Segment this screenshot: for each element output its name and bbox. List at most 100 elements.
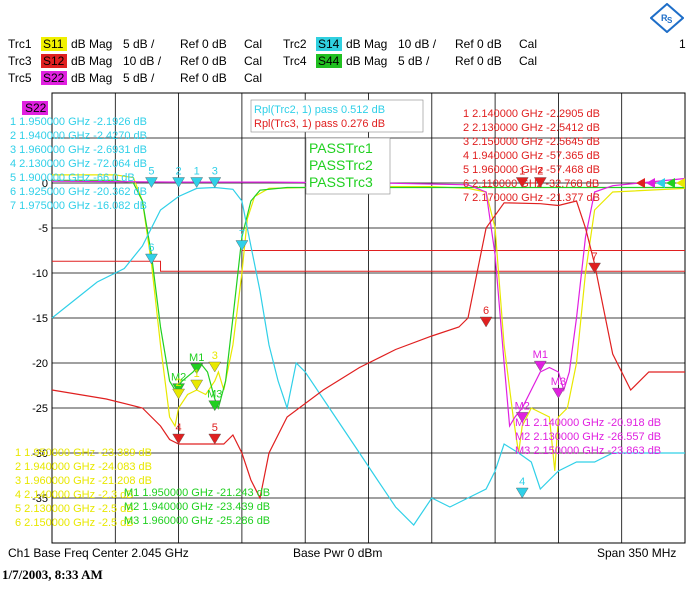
svg-text:S: S — [667, 16, 673, 25]
marker-label: 6 — [483, 305, 489, 317]
trace-name-trc5: Trc5 — [8, 71, 32, 85]
marker-triangle — [588, 262, 601, 274]
pass-box — [305, 137, 391, 195]
marker-triangle — [515, 177, 529, 188]
marker-triangle — [208, 361, 222, 373]
marker-table-row: 7 2.170000 GHz -21.377 dB — [463, 192, 600, 204]
y-tick-label: -20 — [32, 358, 48, 370]
marker-triangle — [145, 253, 158, 265]
marker-table-row: 1 1.950000 GHz -2.1926 dB — [10, 116, 147, 128]
trace-name-trc4: Trc4 — [283, 54, 307, 68]
marker-label: 1 — [194, 368, 200, 380]
y-tick-label: -10 — [32, 268, 48, 280]
marker-triangle — [145, 177, 158, 188]
y-tick-label: -15 — [32, 313, 48, 325]
y-tick-label: -35 — [32, 493, 48, 505]
marker-table-row: 5 2.130000 GHz -2.5 dB — [15, 503, 134, 515]
trace-scale: 5 dB / — [123, 37, 155, 51]
ref-level-arrow — [656, 178, 665, 188]
trace-format: dB Mag — [71, 37, 112, 51]
status-footer: Ch1 Base Freq Center 2.045 GHz Base Pwr … — [8, 546, 676, 560]
active-trace-badge — [22, 101, 48, 115]
marker-label: 2 — [176, 166, 182, 178]
marker-label: 5 — [148, 166, 154, 178]
ripple-box — [250, 99, 424, 133]
trace-ref: Ref 0 dB — [180, 71, 227, 85]
marker-label: 6 — [148, 242, 154, 254]
trace-format: dB Mag — [71, 71, 112, 85]
marker-triangle — [533, 177, 547, 188]
trace-format: dB Mag — [71, 54, 112, 68]
marker-table-row: 2 1.940000 GHz -24.083 dB — [15, 461, 152, 473]
channel-number: 1 — [679, 37, 686, 51]
marker-table-row: M1 2.140000 GHz -20.918 dB — [515, 417, 661, 429]
trace-param-s22: S22 — [43, 71, 65, 85]
marker-label: M3 — [207, 389, 222, 401]
trace-scale: 10 dB / — [123, 54, 162, 68]
limit-line — [52, 260, 685, 272]
trace-param-s12: S12 — [43, 54, 65, 68]
y-tick-label: -30 — [32, 448, 48, 460]
trace-format: dB Mag — [346, 37, 387, 51]
marker-triangle — [479, 316, 493, 328]
marker-triangle — [515, 412, 529, 423]
marker-table-row: 1 2.140000 GHz -2.2905 dB — [463, 108, 600, 120]
series-line-s22 — [51, 177, 686, 428]
svg-text:R: R — [661, 13, 668, 23]
marker-table-row: 1 1.950000 GHz -23.389 dB — [15, 447, 152, 459]
series-line-s12 — [51, 200, 685, 500]
marker-table-row: 5 1.960000 GHz -57.468 dB — [463, 164, 600, 176]
marker-triangle — [172, 433, 185, 445]
marker-table-row: 5 1.900000 GHz -66.0 dB — [10, 172, 135, 184]
trace-ref: Ref 0 dB — [180, 54, 227, 68]
marker-table-row: 4 1.940000 GHz -57.365 dB — [463, 150, 600, 162]
rohde-schwarz-logo: R S — [650, 3, 684, 33]
marker-label: 4 — [176, 422, 182, 434]
trace-ref: Ref 0 dB — [455, 54, 502, 68]
trace-cal: Cal — [519, 54, 537, 68]
footer-power-info: Base Pwr 0 dBm — [293, 546, 382, 560]
ref-level-arrow — [666, 178, 675, 188]
marker-label: M2 — [171, 372, 186, 384]
ripple-result: Rpl(Trc2, 1) pass 0.512 dB — [254, 104, 385, 116]
marker-label: 5 — [212, 422, 218, 434]
y-tick-label: -5 — [38, 223, 48, 235]
active-trace-label: S22 — [25, 101, 47, 115]
marker-triangle — [172, 383, 185, 394]
marker-triangle — [190, 379, 204, 391]
marker-table-row: 3 2.150000 GHz -2.5645 dB — [463, 136, 600, 148]
trace-name-trc1: Trc1 — [8, 37, 32, 51]
trace-param-badge — [316, 37, 342, 51]
trace-param-badge — [41, 71, 67, 85]
marker-triangle — [208, 433, 222, 445]
active-trace-indicator: S22 — [22, 101, 48, 115]
timestamp: 1/7/2003, 8:33 AM — [2, 567, 103, 582]
trace-param-s14: S14 — [318, 37, 340, 51]
marker-label: 4 — [519, 476, 525, 488]
trace-scale: 5 dB / — [398, 54, 430, 68]
marker-table-row: 2 1.940000 GHz -2.4270 dB — [10, 130, 147, 142]
trace-param-s44: S44 — [318, 54, 340, 68]
marker-table-row: 4 2.140000 GHz -2.3 dB — [15, 489, 134, 501]
trace-scale: 5 dB / — [123, 71, 155, 85]
series-line-s44 — [52, 179, 685, 410]
trace-param-badge — [41, 54, 67, 68]
marker-triangle — [208, 177, 222, 188]
marker-label: M1 — [189, 352, 204, 364]
marker-table-row: 3 1.960000 GHz -21.208 dB — [15, 475, 152, 487]
ripple-result: Rpl(Trc3, 1) pass 0.276 dB — [254, 118, 385, 130]
marker-triangle — [190, 363, 204, 375]
trace-name-trc3: Trc3 — [8, 54, 32, 68]
marker-table-row: 6 2.110000 GHz -32.768 dB — [463, 178, 599, 190]
marker-label: 3 — [212, 350, 218, 362]
ref-level-arrow — [636, 178, 645, 188]
marker-label: 2 — [176, 377, 182, 389]
marker-label: 7 — [592, 251, 598, 263]
trace-param-badge — [316, 54, 342, 68]
marker-label: 3 — [212, 166, 218, 178]
marker-table-row: 3 1.960000 GHz -2.6931 dB — [10, 144, 147, 156]
marker-triangle — [552, 387, 565, 399]
marker-triangle — [515, 487, 529, 499]
trace-cal: Cal — [244, 37, 262, 51]
